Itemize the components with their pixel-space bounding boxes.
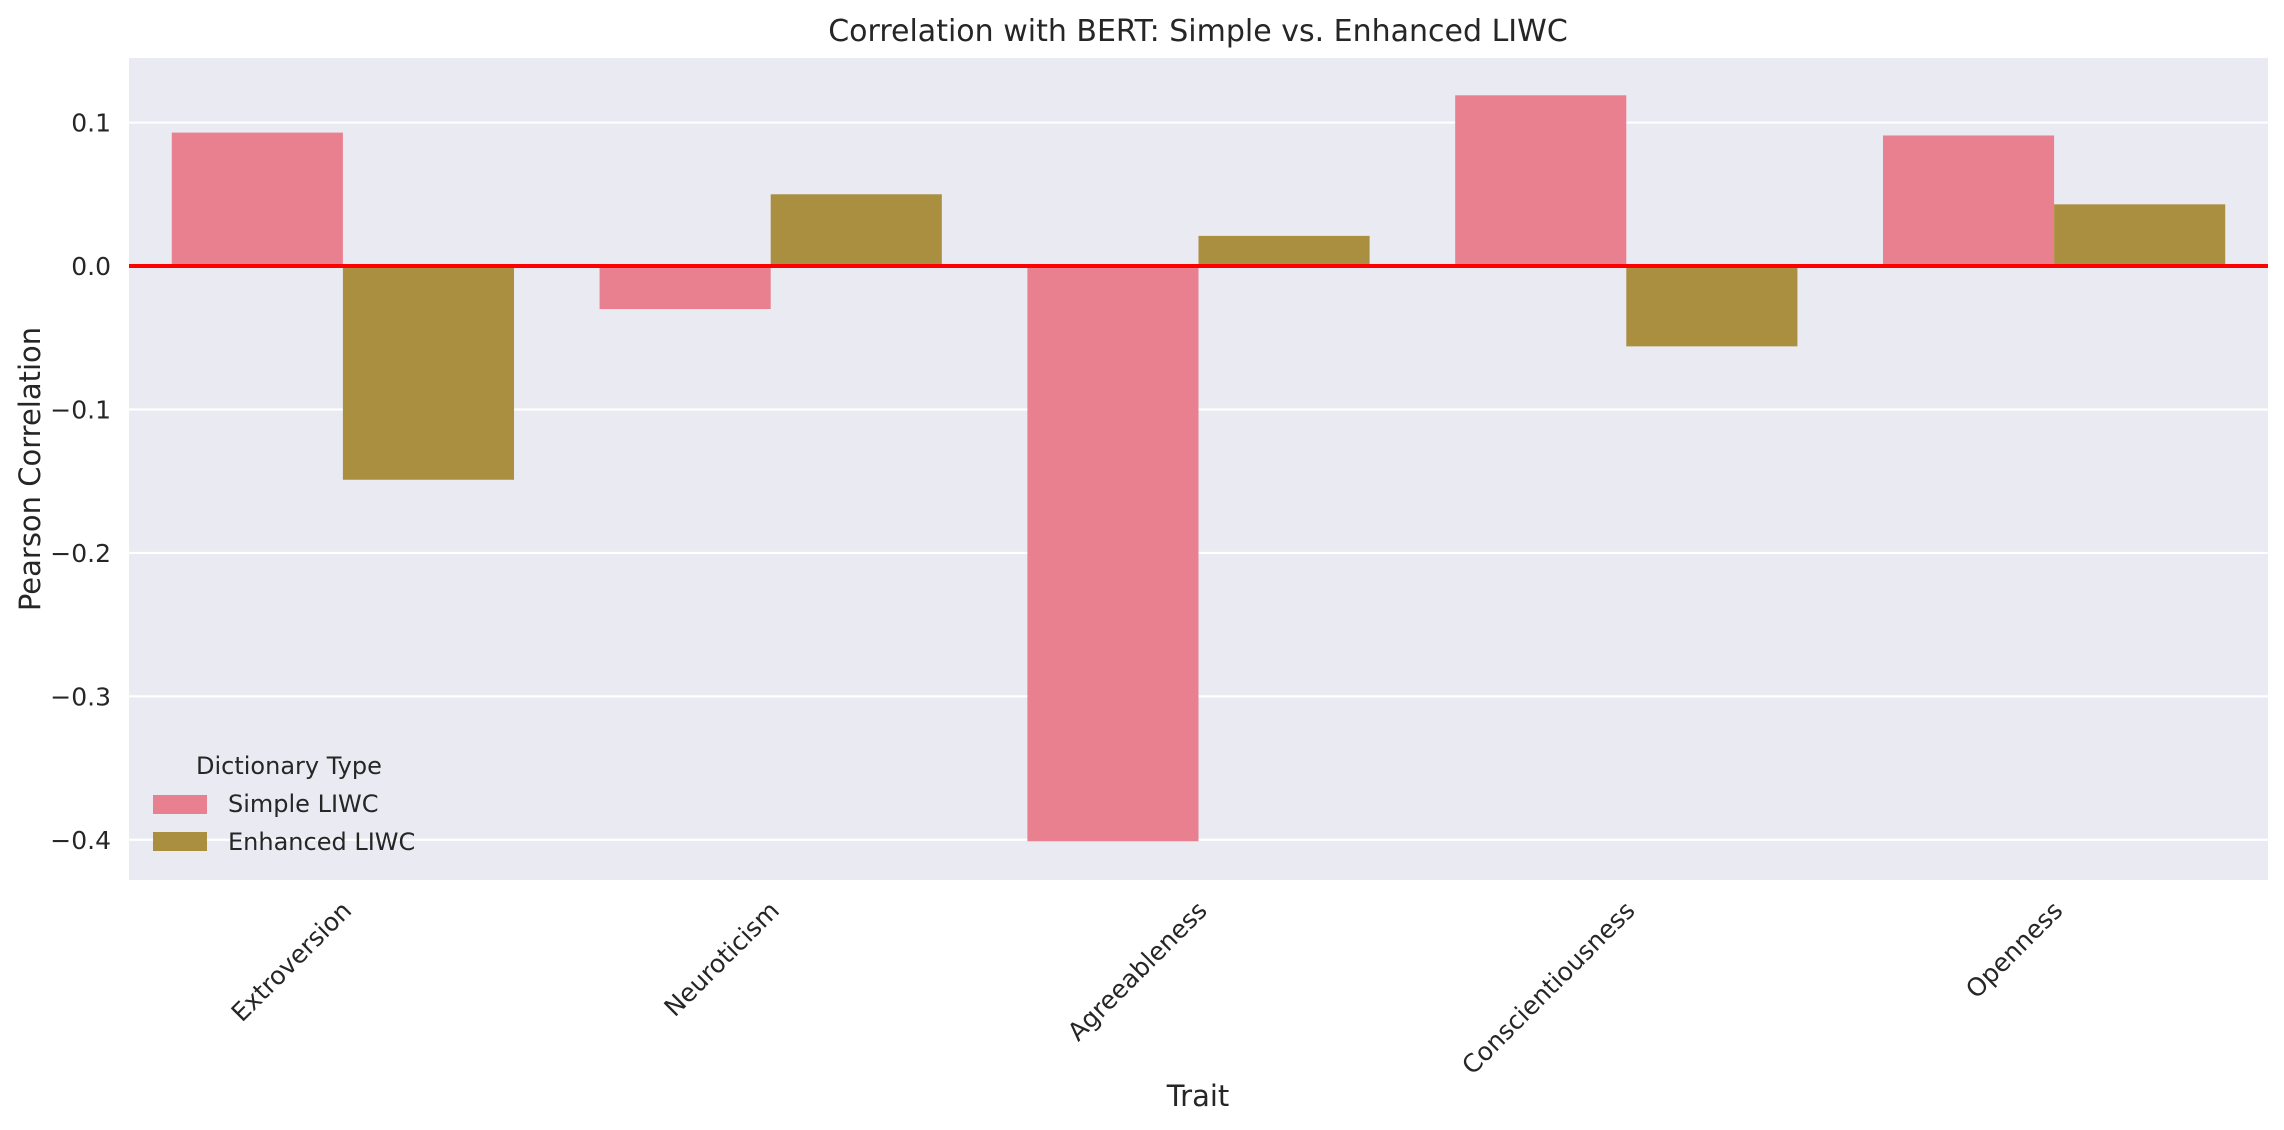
bar-simple-liwc [1882, 135, 2055, 267]
y-tick-label: −0.3 [50, 682, 111, 711]
x-tick-label: Extroversion [226, 896, 358, 1028]
y-tick-label: −0.1 [50, 395, 111, 424]
chart-title: Correlation with BERT: Simple vs. Enhanc… [828, 14, 1568, 49]
y-axis-ticks: 0.1 0.0 −0.1 −0.2 −0.3 −0.4 [50, 109, 111, 855]
bar-enhanced-liwc [342, 266, 515, 480]
bar-simple-liwc [599, 266, 771, 310]
x-axis-ticks: Extroversion Neuroticism Agreeableness Cons… [226, 896, 2069, 1080]
legend-label-enhanced-liwc: Enhanced LIWC [228, 828, 415, 856]
bar-enhanced-liwc [1626, 266, 1798, 347]
y-tick-label: −0.4 [50, 826, 111, 855]
bar-simple-liwc [1027, 266, 1199, 842]
y-tick-label: 0.0 [71, 252, 111, 281]
legend: Dictionary Type Simple LIWC Enhanced LIW… [153, 752, 415, 856]
legend-title: Dictionary Type [196, 752, 382, 780]
bar-simple-liwc [171, 132, 343, 267]
x-axis-label: Trait [1166, 1079, 1230, 1113]
legend-label-simple-liwc: Simple LIWC [228, 790, 379, 818]
bars [171, 95, 2226, 842]
x-tick-label: Agreeableness [1062, 896, 1213, 1047]
y-tick-label: 0.1 [71, 109, 111, 138]
x-tick-label: Openness [1960, 896, 2068, 1004]
x-tick-label: Neuroticism [659, 896, 785, 1022]
bar-enhanced-liwc [1198, 235, 1370, 267]
x-tick-label: Conscientiousness [1456, 896, 1640, 1080]
y-axis-label: Pearson Correlation [13, 327, 47, 611]
bar-simple-liwc [1455, 95, 1627, 267]
legend-swatch-enhanced-liwc [153, 832, 207, 851]
legend-swatch-simple-liwc [153, 795, 207, 814]
y-tick-label: −0.2 [50, 539, 111, 568]
bar-enhanced-liwc [2054, 204, 2226, 267]
bar-enhanced-liwc [770, 194, 942, 267]
